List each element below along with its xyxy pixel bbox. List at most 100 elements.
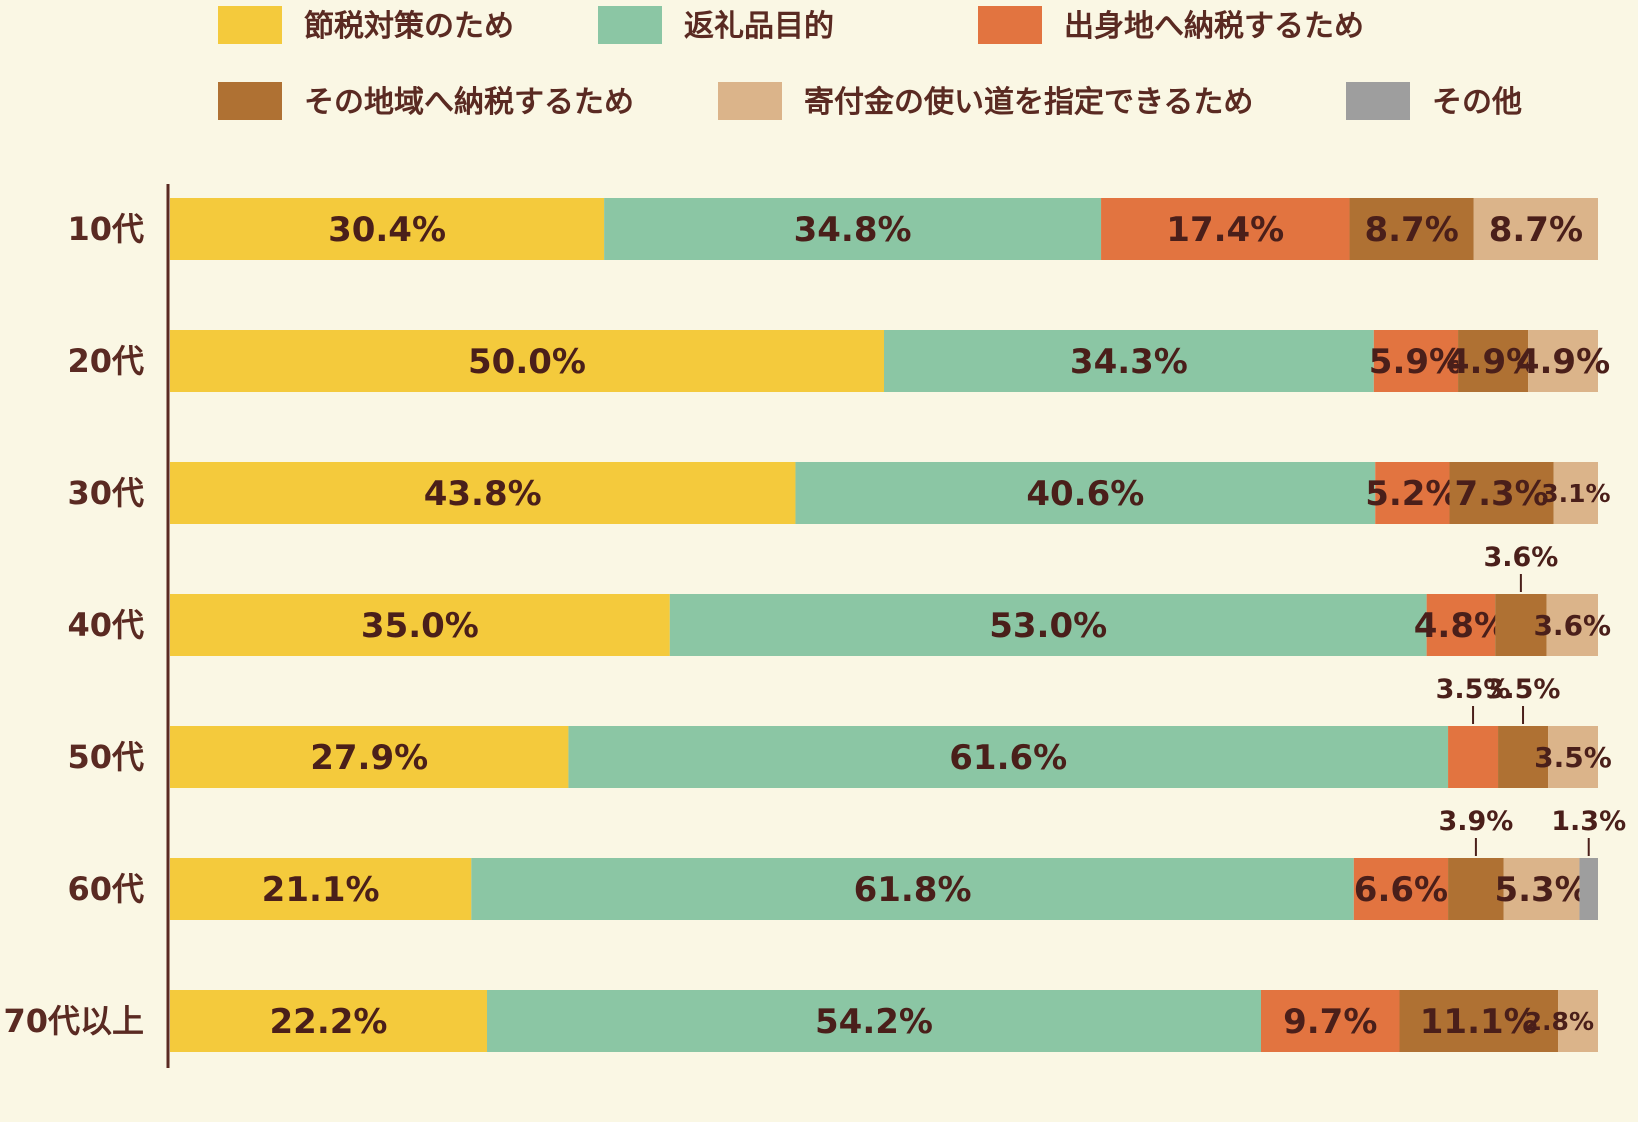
data-label: 21.1% (262, 870, 380, 910)
legend-label: 返礼品目的 (684, 9, 834, 44)
bar-segment (1448, 858, 1504, 920)
bar-segment (471, 858, 1354, 920)
data-label: 9.7% (1283, 1002, 1377, 1042)
data-label: 3.9% (1438, 806, 1513, 837)
bar-segment (1373, 330, 1459, 392)
data-label: 22.2% (270, 1002, 388, 1042)
data-label: 3.5% (1534, 741, 1612, 774)
data-label: 34.3% (1070, 342, 1188, 382)
legend-item: 出身地へ納税するため (978, 6, 1364, 44)
bar-segment (1448, 726, 1499, 788)
category-label: 60代 (67, 870, 144, 908)
category-label: 10代 (67, 210, 144, 248)
legend-label: その地域へ納税するため (304, 85, 634, 120)
bar-segment (1260, 990, 1400, 1052)
legend-item: その他 (1346, 82, 1522, 120)
data-label: 3.5% (1486, 674, 1561, 705)
bar-segment (1558, 990, 1598, 1052)
bar-segment (1548, 726, 1598, 788)
data-label: 27.9% (310, 738, 428, 778)
data-label: 40.6% (1026, 474, 1144, 514)
bar-segment (1495, 594, 1547, 656)
bar-segment (170, 330, 884, 392)
data-label: 54.2% (815, 1002, 933, 1042)
category-label: 40代 (67, 606, 144, 644)
data-label: 61.8% (854, 870, 972, 910)
data-label: 3.1% (1541, 479, 1610, 508)
data-label: 4.9% (1446, 342, 1540, 382)
bar-segment (1426, 594, 1496, 656)
bar-segment (170, 726, 569, 788)
bar-segment (170, 858, 472, 920)
bar-segment (884, 330, 1374, 392)
category-label: 50代 (67, 738, 144, 776)
data-label: 5.2% (1365, 474, 1459, 514)
bar-segment (669, 594, 1427, 656)
legend-item: 寄付金の使い道を指定できるため (718, 82, 1253, 120)
data-label: 7.3% (1454, 474, 1548, 514)
data-label: 34.8% (794, 210, 912, 250)
data-label: 3.6% (1483, 542, 1558, 573)
data-label: 4.9% (1516, 342, 1610, 382)
category-label: 30代 (67, 474, 144, 512)
bar-segment (1101, 198, 1350, 260)
legend-swatch (718, 82, 782, 120)
bar-segment (1498, 726, 1549, 788)
bar-segment (1528, 330, 1598, 392)
category-label: 70代以上 (3, 1002, 144, 1040)
category-label: 20代 (67, 342, 144, 380)
bar-segment (1546, 594, 1598, 656)
bar-segment (1473, 198, 1598, 260)
bar-segment (1553, 462, 1598, 524)
legend-swatch (1346, 82, 1410, 120)
legend-swatch (978, 6, 1042, 44)
bar-segment (487, 990, 1261, 1052)
bar-segment (568, 726, 1449, 788)
data-label: 11.1% (1420, 1002, 1538, 1042)
data-label: 50.0% (468, 342, 586, 382)
legend-swatch (598, 6, 662, 44)
legend-item: その地域へ納税するため (218, 82, 634, 120)
bars: 10代 30.4% 34.8% 17.4% 8.7% 8.7% 20代 50.0% 34.3% 5… (3, 198, 1626, 1052)
data-label: 35.0% (361, 606, 479, 646)
bar-segment (170, 594, 670, 656)
bar-segment (1579, 858, 1598, 920)
data-label: 1.3% (1551, 806, 1626, 837)
legend-item: 返礼品目的 (598, 6, 834, 44)
legend-label: 出身地へ納税するため (1064, 9, 1364, 44)
bar-segment (1349, 198, 1474, 260)
data-label: 43.8% (424, 474, 542, 514)
bar-segment (1449, 462, 1554, 524)
data-label: 53.0% (989, 606, 1107, 646)
data-label: 8.7% (1489, 210, 1583, 250)
legend-swatch (218, 82, 282, 120)
legend-label: 寄付金の使い道を指定できるため (804, 85, 1253, 120)
bar-segment (1353, 858, 1449, 920)
bar-segment (604, 198, 1102, 260)
data-label: 61.6% (949, 738, 1067, 778)
legend-label: その他 (1432, 85, 1522, 120)
bar-segment (170, 462, 796, 524)
data-label: 5.3% (1494, 870, 1588, 910)
data-label: 8.7% (1364, 210, 1458, 250)
data-label: 17.4% (1166, 210, 1284, 250)
bar-segment (1503, 858, 1580, 920)
bar-segment (795, 462, 1376, 524)
bar-segment (170, 198, 605, 260)
data-label: 5.9% (1369, 342, 1463, 382)
data-label: 6.6% (1354, 870, 1448, 910)
data-label: 4.8% (1414, 606, 1508, 646)
bar-segment (1399, 990, 1559, 1052)
data-label: 3.5% (1436, 674, 1511, 705)
bar-segment (1375, 462, 1450, 524)
legend-item: 節税対策のため (218, 6, 514, 44)
data-label: 2.8% (1525, 1007, 1594, 1036)
bar-segment (1458, 330, 1529, 392)
data-label: 3.6% (1533, 609, 1611, 642)
legend-swatch (218, 6, 282, 44)
legend-label: 節税対策のため (304, 9, 514, 44)
bar-segment (170, 990, 488, 1052)
data-label: 30.4% (328, 210, 446, 250)
